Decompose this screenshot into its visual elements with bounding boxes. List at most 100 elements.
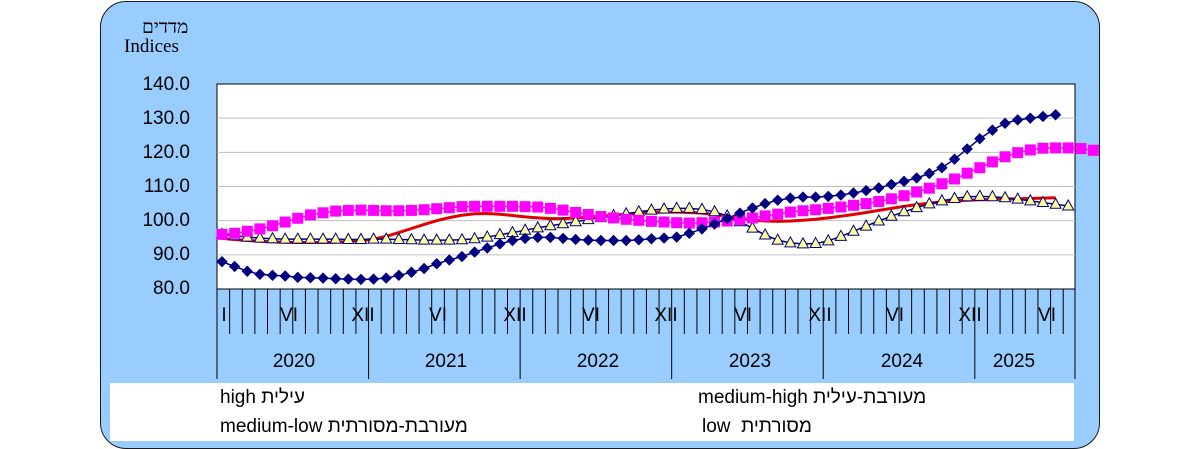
month-tick-label: VI bbox=[280, 305, 298, 326]
medium-high-point bbox=[1012, 147, 1024, 159]
medium-low-point bbox=[278, 232, 292, 244]
high-point bbox=[974, 132, 986, 145]
medium-high-point bbox=[961, 167, 973, 179]
high-point bbox=[809, 191, 822, 203]
medium-high-point bbox=[848, 199, 859, 211]
high-point bbox=[708, 218, 721, 230]
medium-high-point bbox=[557, 204, 569, 216]
year-label: 2022 bbox=[576, 351, 620, 372]
medium-high-point bbox=[645, 215, 657, 227]
high-point bbox=[367, 273, 380, 285]
medium-high-point bbox=[380, 205, 392, 217]
medium-low-point bbox=[1049, 197, 1062, 209]
y-tick-label: 80.0 bbox=[153, 278, 190, 299]
medium-high-point bbox=[999, 151, 1011, 163]
year-label: 2025 bbox=[992, 351, 1036, 372]
high-point bbox=[342, 273, 355, 285]
month-tick-label: I bbox=[221, 305, 227, 326]
y-tick-label: 140.0 bbox=[142, 74, 190, 95]
high-point bbox=[506, 234, 519, 247]
medium-low-point bbox=[1011, 192, 1025, 204]
high-point bbox=[696, 223, 708, 235]
year-label: 2023 bbox=[728, 351, 772, 372]
month-tick-label: VI bbox=[886, 305, 904, 326]
high-point bbox=[683, 227, 696, 240]
legend-item-medium-low: medium-low מעורבת-מסורתית bbox=[220, 414, 468, 440]
medium-high-point bbox=[431, 203, 443, 215]
month-tick-label: XII bbox=[808, 305, 832, 326]
medium-low-point bbox=[253, 231, 267, 243]
medium-high-point bbox=[481, 200, 493, 212]
high-point bbox=[1011, 114, 1024, 126]
high-point bbox=[393, 269, 405, 282]
medium-high-point bbox=[772, 208, 784, 220]
y-tick-label: 120.0 bbox=[142, 142, 190, 163]
medium-low-point bbox=[809, 236, 822, 249]
medium-high-point bbox=[746, 212, 758, 224]
medium-high-point bbox=[405, 204, 417, 216]
medium-low-point bbox=[910, 200, 923, 213]
high-point bbox=[431, 258, 443, 270]
medium-low-point bbox=[367, 232, 380, 244]
medium-high-point bbox=[898, 190, 910, 202]
medium-high-point bbox=[885, 193, 897, 205]
medium-high-point bbox=[595, 211, 607, 223]
medium-low-point bbox=[885, 209, 898, 221]
high-point bbox=[1049, 109, 1062, 121]
medium-low-point bbox=[417, 233, 431, 245]
high-point bbox=[746, 202, 759, 214]
medium-low-point bbox=[771, 233, 785, 245]
medium-low-point bbox=[872, 213, 886, 226]
high-point bbox=[456, 250, 468, 263]
high-point bbox=[304, 272, 317, 284]
medium-high-point bbox=[342, 204, 354, 216]
medium-high-point bbox=[936, 178, 948, 190]
high-point bbox=[607, 234, 620, 247]
medium-high-point bbox=[633, 214, 645, 226]
medium-low-point bbox=[834, 229, 848, 241]
medium-low-point bbox=[316, 232, 330, 244]
high-point bbox=[329, 273, 342, 285]
high-point bbox=[254, 268, 266, 281]
medium-high-point bbox=[759, 210, 771, 222]
medium-high-point bbox=[923, 182, 935, 194]
medium-high-point bbox=[974, 162, 986, 174]
medium-high-point bbox=[582, 209, 594, 221]
medium-high-point bbox=[393, 205, 405, 217]
month-tick-label: VI bbox=[734, 305, 752, 326]
high-point bbox=[772, 194, 784, 206]
medium-low-point bbox=[758, 227, 772, 240]
high-point bbox=[670, 231, 683, 243]
medium-high-point bbox=[469, 200, 481, 212]
x-axis-ticks bbox=[216, 289, 1076, 379]
medium-high-point bbox=[911, 186, 923, 198]
year-label: 2020 bbox=[272, 351, 316, 372]
high-point bbox=[645, 233, 658, 245]
medium-high-point bbox=[671, 217, 683, 229]
medium-high-point bbox=[1087, 144, 1099, 156]
month-tick-label: XII bbox=[958, 305, 982, 326]
high-point bbox=[494, 238, 506, 250]
series-layer bbox=[215, 109, 1099, 286]
medium-high-point bbox=[949, 173, 961, 185]
legend-item-medium-high: medium-high מעורבת-עילית bbox=[698, 385, 926, 411]
high-point bbox=[380, 272, 392, 284]
medium-high-point bbox=[355, 204, 367, 216]
medium-low-point bbox=[1023, 193, 1037, 206]
medium-low-point bbox=[266, 231, 279, 244]
y-tick-label: 100.0 bbox=[142, 210, 190, 231]
high-point bbox=[216, 255, 228, 268]
medium-high-point bbox=[241, 225, 253, 237]
high-point bbox=[986, 124, 999, 136]
medium-low-point bbox=[405, 232, 418, 245]
legend: high עילית medium-high מעורבת-עילית medi… bbox=[110, 383, 1074, 441]
medium-low-point bbox=[859, 219, 873, 231]
medium-low-point bbox=[708, 204, 721, 217]
y-axis-label-english: Indices bbox=[124, 36, 179, 57]
high-point bbox=[266, 269, 279, 282]
high-point bbox=[936, 162, 948, 174]
high-point bbox=[443, 254, 456, 266]
legend-item-high: high עילית bbox=[220, 385, 305, 411]
medium-low-point bbox=[341, 232, 355, 244]
